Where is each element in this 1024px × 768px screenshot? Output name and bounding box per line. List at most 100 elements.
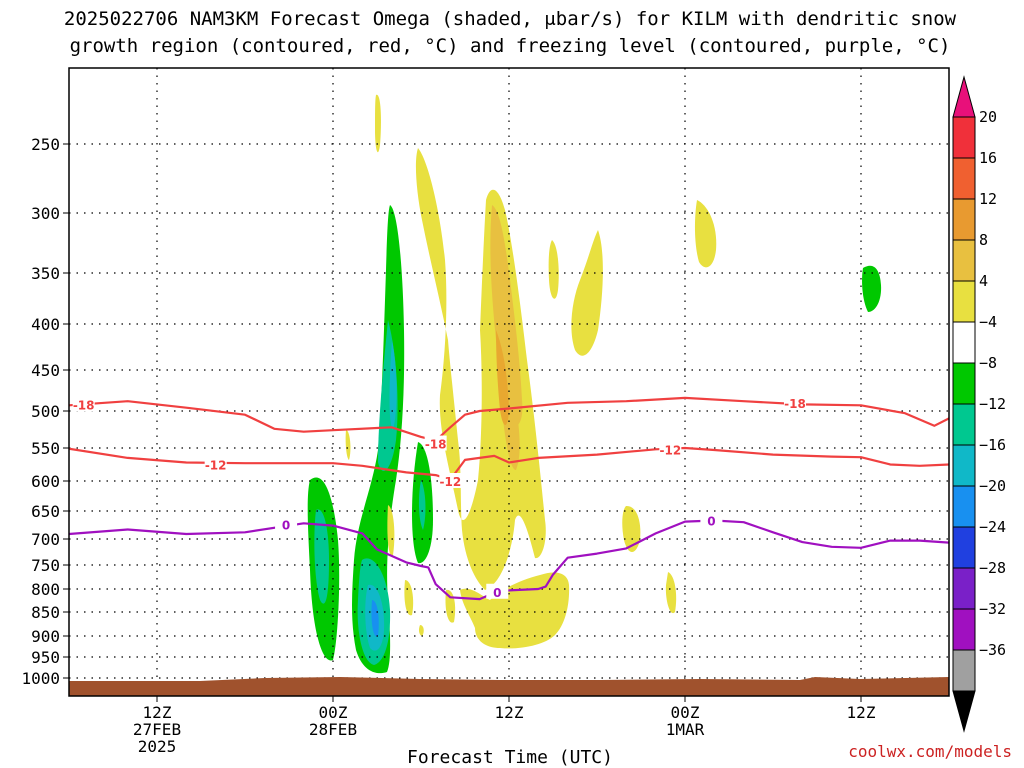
chart-title-line-2: growth region (contoured, red, °C) and f… (70, 35, 951, 57)
omega-positive-area-5 (496, 330, 509, 425)
colorbar-label-7: −12 (979, 395, 1006, 413)
contour-label-2-1: 0 (493, 586, 501, 600)
contour-label-1-2: -12 (659, 443, 681, 457)
colorbar-box-10 (952, 526, 976, 569)
contour-label-2-2: 0 (707, 515, 715, 529)
y-tick-label-250: 250 (31, 135, 60, 154)
y-tick-label-500: 500 (31, 402, 60, 421)
y-tick-label-550: 550 (31, 439, 60, 458)
contour-label-bg-0-0 (72, 396, 95, 412)
colorbar-box-9 (952, 485, 976, 528)
y-tick-label-300: 300 (31, 204, 60, 223)
omega-positive-area-6 (548, 240, 559, 299)
colorbar-label-13: −36 (979, 641, 1006, 659)
ground-terrain (69, 677, 949, 696)
x-tick-label-1-1: 28FEB (309, 720, 357, 739)
x-tick-label-1-0: 00Z (319, 703, 348, 722)
omega-shading (307, 94, 882, 674)
y-tick-label-600: 600 (31, 472, 60, 491)
contour-label-bg-2-1 (486, 583, 509, 599)
omega-negative-area-8 (371, 600, 379, 637)
omega-negative-area-11 (862, 265, 882, 312)
x-tick-label-4-0: 12Z (847, 703, 876, 722)
colorbar-box-12 (952, 608, 976, 651)
contour-label-bg-2-2 (700, 512, 723, 528)
y-tick-label-650: 650 (31, 502, 60, 521)
contour-label-2-0: 0 (282, 518, 290, 532)
omega-positive-area-12 (387, 505, 395, 556)
x-tick-label-0-2: 2025 (138, 737, 177, 756)
y-tick-label-850: 850 (31, 603, 60, 622)
omega-negative-area-5 (389, 340, 397, 430)
colorbar-box-2 (952, 198, 976, 241)
contour-label-0-2: -18 (784, 397, 806, 411)
y-tick-label-350: 350 (31, 264, 60, 283)
y-tick-label-950: 950 (31, 648, 60, 667)
contour-label-1-0: -12 (205, 459, 227, 473)
colorbar-box-0 (952, 116, 976, 159)
contour-label-bg-1-2 (659, 441, 682, 457)
colorbar-label-10: −24 (979, 518, 1006, 536)
omega-positive-area-9 (460, 572, 570, 649)
x-tick-label-3-0: 00Z (671, 703, 700, 722)
colorbar-label-2: 12 (979, 190, 997, 208)
colorbar-box-5 (952, 321, 976, 364)
contour-label-1-1: -12 (439, 475, 461, 489)
x-tick-label-2-0: 12Z (495, 703, 524, 722)
colorbar: 20 16 12 8 4 −4 −8 −12 −16 −20 −24 −28 −32 −36 (952, 75, 1006, 733)
contour-label-0-1: -18 (425, 438, 447, 452)
y-tick-label-900: 900 (31, 627, 60, 646)
credit-text: coolwx.com/models (848, 742, 1012, 761)
contour-line-0 (69, 396, 949, 442)
colorbar-box-1 (952, 157, 976, 200)
colorbar-label-5: −4 (979, 313, 997, 331)
temperature-contours: -18 -18 -18 -12 -12 -12 0 0 0 (69, 394, 949, 601)
omega-positive-area-15 (665, 572, 677, 614)
omega-positive-area-3 (490, 205, 523, 427)
contour-label-bg-0-2 (784, 394, 806, 410)
omega-positive-area-2 (415, 148, 546, 590)
colorbar-label-11: −28 (979, 559, 1006, 577)
x-tick-label-3-1: 1MAR (666, 720, 705, 739)
y-tick-label-400: 400 (31, 315, 60, 334)
colorbar-label-6: −8 (979, 354, 997, 372)
colorbar-label-8: −16 (979, 436, 1006, 454)
omega-positive-area-16 (418, 625, 424, 636)
omega-positive-area-4 (496, 300, 520, 470)
omega-negative-area-10 (418, 480, 426, 530)
colorbar-bottom-triangle (952, 690, 976, 733)
omega-positive-area-1 (375, 94, 381, 153)
y-tick-label-800: 800 (31, 580, 60, 599)
y-tick-label-450: 450 (31, 361, 60, 380)
contour-line-2 (69, 519, 949, 601)
y-axis-ticks: 250 300 350 400 450 500 550 600 650 700 750 800 850 9… (21, 135, 69, 688)
y-tick-label-750: 750 (31, 556, 60, 575)
colorbar-box-6 (952, 362, 976, 405)
contour-label-bg-2-0 (275, 516, 298, 532)
x-axis-title: Forecast Time (UTC) (407, 747, 613, 768)
omega-negative-area-3 (352, 205, 405, 674)
contour-label-0-0: -18 (73, 398, 95, 412)
y-tick-label-1000: 1000 (21, 669, 60, 688)
contour-label-bg-1-0 (204, 456, 227, 472)
contour-line-1 (69, 446, 949, 481)
colorbar-label-4: 4 (979, 272, 988, 290)
colorbar-label-3: 8 (979, 231, 988, 249)
colorbar-top-triangle (952, 75, 976, 118)
colorbar-label-12: −32 (979, 600, 1006, 618)
contour-label-bg-1-1 (439, 473, 462, 488)
colorbar-box-13 (952, 649, 976, 692)
contour-label-bg-0-1 (424, 435, 447, 451)
colorbar-label-1: 16 (979, 149, 997, 167)
colorbar-label-9: −20 (979, 477, 1006, 495)
x-tick-label-0-1: 27FEB (133, 720, 181, 739)
colorbar-box-3 (952, 239, 976, 282)
chart-title-line-1: 2025022706 NAM3KM Forecast Omega (shaded… (64, 8, 957, 30)
colorbar-box-7 (952, 403, 976, 446)
omega-positive-area-14 (622, 505, 641, 552)
colorbar-label-0: 20 (979, 108, 997, 126)
x-tick-label-0-0: 12Z (143, 703, 172, 722)
colorbar-box-8 (952, 444, 976, 487)
